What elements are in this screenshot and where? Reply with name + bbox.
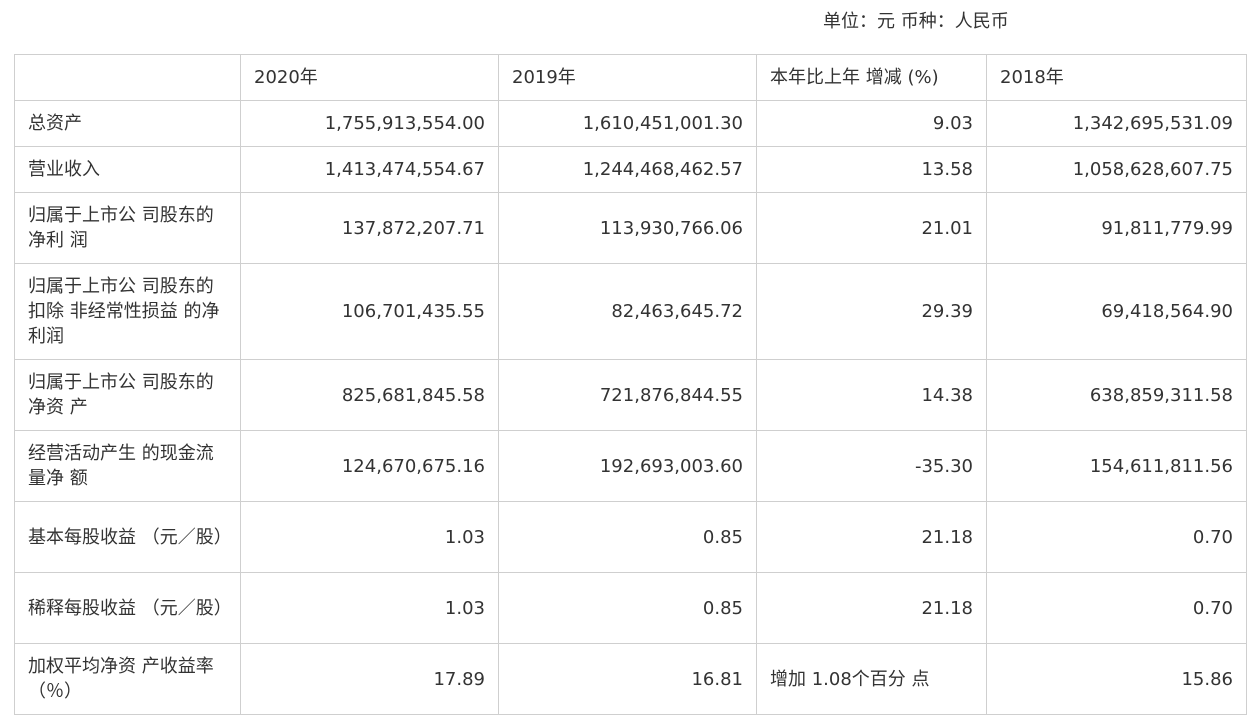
table-row: 归属于上市公 司股东的净利 润 137,872,207.71 113,930,7… xyxy=(14,192,1247,264)
financial-summary-table: 2020年 2019年 本年比上年 增减 (%) 2018年 总资产 1,755… xyxy=(14,54,1247,715)
cell-2018: 0.70 xyxy=(986,572,1247,644)
cell-2020: 1,413,474,554.67 xyxy=(240,146,499,193)
table-row: 经营活动产生 的现金流量净 额 124,670,675.16 192,693,0… xyxy=(14,430,1247,502)
cell-2018: 154,611,811.56 xyxy=(986,430,1247,502)
cell-2020: 1.03 xyxy=(240,501,499,573)
row-label: 经营活动产生 的现金流量净 额 xyxy=(14,430,241,502)
cell-2018: 15.86 xyxy=(986,643,1247,715)
cell-change: -35.30 xyxy=(756,430,987,502)
cell-change: 13.58 xyxy=(756,146,987,193)
cell-change: 增加 1.08个百分 点 xyxy=(756,643,987,715)
table-row: 营业收入 1,413,474,554.67 1,244,468,462.57 1… xyxy=(14,146,1247,193)
cell-2020: 106,701,435.55 xyxy=(240,263,499,360)
table-row: 归属于上市公 司股东的扣除 非经常性损益 的净利润 106,701,435.55… xyxy=(14,263,1247,360)
row-label: 稀释每股收益 （元／股） xyxy=(14,572,241,644)
cell-2020: 825,681,845.58 xyxy=(240,359,499,431)
cell-2018: 69,418,564.90 xyxy=(986,263,1247,360)
cell-2018: 0.70 xyxy=(986,501,1247,573)
cell-2020: 1,755,913,554.00 xyxy=(240,100,499,147)
row-label: 归属于上市公 司股东的扣除 非经常性损益 的净利润 xyxy=(14,263,241,360)
cell-2019: 82,463,645.72 xyxy=(498,263,757,360)
header-cell-2018: 2018年 xyxy=(986,54,1247,101)
cell-2019: 1,244,468,462.57 xyxy=(498,146,757,193)
table-row: 基本每股收益 （元／股） 1.03 0.85 21.18 0.70 xyxy=(14,501,1247,573)
cell-2018: 91,811,779.99 xyxy=(986,192,1247,264)
cell-2020: 1.03 xyxy=(240,572,499,644)
table-header-row: 2020年 2019年 本年比上年 增减 (%) 2018年 xyxy=(14,54,1247,101)
header-cell-change: 本年比上年 增减 (%) xyxy=(756,54,987,101)
cell-2019: 0.85 xyxy=(498,572,757,644)
cell-change: 21.01 xyxy=(756,192,987,264)
table-row: 加权平均净资 产收益率 （％） 17.89 16.81 增加 1.08个百分 点… xyxy=(14,643,1247,715)
cell-2018: 1,342,695,531.09 xyxy=(986,100,1247,147)
cell-2018: 638,859,311.58 xyxy=(986,359,1247,431)
cell-2019: 0.85 xyxy=(498,501,757,573)
row-label: 营业收入 xyxy=(14,146,241,193)
cell-change: 29.39 xyxy=(756,263,987,360)
row-label: 归属于上市公 司股东的净资 产 xyxy=(14,359,241,431)
cell-2019: 192,693,003.60 xyxy=(498,430,757,502)
cell-change: 21.18 xyxy=(756,572,987,644)
header-cell-2019: 2019年 xyxy=(498,54,757,101)
cell-2019: 16.81 xyxy=(498,643,757,715)
unit-note: 单位：元 币种：人民币 xyxy=(823,11,1009,32)
row-label: 归属于上市公 司股东的净利 润 xyxy=(14,192,241,264)
cell-change: 9.03 xyxy=(756,100,987,147)
cell-2020: 124,670,675.16 xyxy=(240,430,499,502)
cell-2020: 17.89 xyxy=(240,643,499,715)
row-label: 基本每股收益 （元／股） xyxy=(14,501,241,573)
row-label: 加权平均净资 产收益率 （％） xyxy=(14,643,241,715)
cell-change: 14.38 xyxy=(756,359,987,431)
cell-2018: 1,058,628,607.75 xyxy=(986,146,1247,193)
cell-change: 21.18 xyxy=(756,501,987,573)
cell-2019: 721,876,844.55 xyxy=(498,359,757,431)
row-label: 总资产 xyxy=(14,100,241,147)
table-row: 总资产 1,755,913,554.00 1,610,451,001.30 9.… xyxy=(14,100,1247,147)
table-row: 归属于上市公 司股东的净资 产 825,681,845.58 721,876,8… xyxy=(14,359,1247,431)
header-cell-item xyxy=(14,54,241,101)
cell-2019: 113,930,766.06 xyxy=(498,192,757,264)
table-row: 稀释每股收益 （元／股） 1.03 0.85 21.18 0.70 xyxy=(14,572,1247,644)
header-cell-2020: 2020年 xyxy=(240,54,499,101)
cell-2020: 137,872,207.71 xyxy=(240,192,499,264)
cell-2019: 1,610,451,001.30 xyxy=(498,100,757,147)
